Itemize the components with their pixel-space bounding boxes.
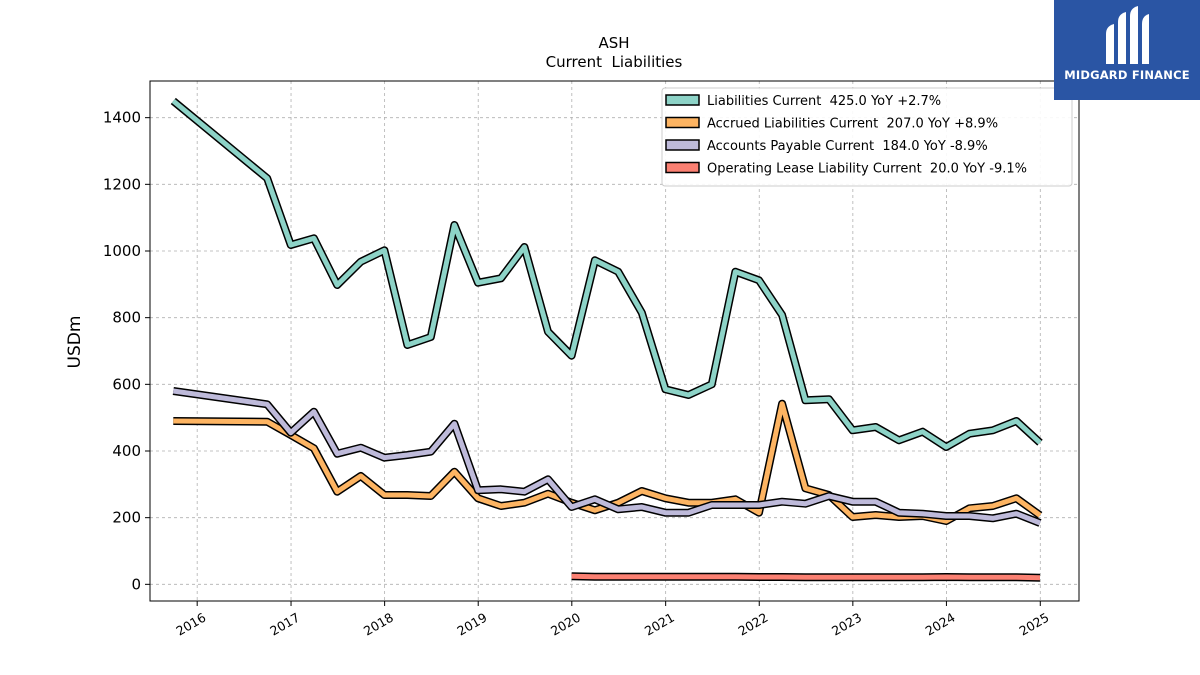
series-line — [571, 573, 1041, 581]
x-tick-label: 2020 — [548, 610, 583, 639]
legend-swatch — [665, 116, 700, 129]
series-3 — [172, 387, 1042, 527]
y-tick-label: 1000 — [103, 242, 141, 260]
legend-label: Operating Lease Liability Current 20.0 Y… — [707, 162, 1027, 177]
legend-box — [661, 87, 1073, 187]
y-tick-label: 600 — [112, 375, 141, 393]
y-tick-label: 1200 — [103, 175, 141, 193]
y-axis-label: USDm — [65, 316, 85, 369]
y-tick-label: 800 — [112, 309, 141, 327]
plot-frame — [149, 80, 1080, 602]
y-tick-label: 200 — [112, 509, 141, 527]
midgard-logo-icon — [1106, 6, 1149, 64]
series-line — [172, 388, 1041, 526]
y-axis: 0 200 400 600 800 1000 1200 1400 — [103, 109, 150, 593]
x-tick-label: 2024 — [923, 610, 958, 639]
x-tick-label: 2023 — [829, 610, 864, 639]
x-tick-label: 2025 — [1017, 610, 1052, 639]
series-4 — [571, 572, 1041, 582]
y-tick-label: 1400 — [103, 109, 141, 127]
y-tick-label: 0 — [131, 575, 141, 593]
brand-name: MIDGARD FINANCE — [1064, 68, 1190, 82]
y-tick-label: 400 — [112, 442, 141, 460]
legend-swatch — [665, 94, 700, 106]
series-line — [171, 99, 1042, 450]
chart-title: ASH — [598, 34, 629, 52]
legend-label: Accounts Payable Current 184.0 YoY -8.9% — [707, 139, 988, 154]
legend-label: Liabilities Current 425.0 YoY +2.7% — [707, 94, 941, 109]
x-tick-label: 2022 — [735, 610, 770, 639]
x-tick-label: 2021 — [642, 610, 677, 639]
x-tick-label: 2016 — [173, 610, 208, 639]
chart-subtitle: Current Liabilities — [546, 53, 683, 71]
legend: Liabilities Current 425.0 YoY +2.7% Accru… — [661, 87, 1073, 187]
x-tick-label: 2017 — [267, 610, 302, 639]
x-axis: 2016 2017 2018 2019 2020 2021 2022 2023 2024 2025 — [173, 601, 1052, 639]
legend-label: Accrued Liabilities Current 207.0 YoY +8… — [707, 117, 998, 132]
series-1 — [170, 97, 1043, 451]
legend-swatch — [665, 161, 700, 174]
brand-logo: MIDGARD FINANCE — [1054, 0, 1200, 100]
x-tick-label: 2019 — [454, 610, 489, 639]
x-tick-label: 2018 — [361, 610, 396, 639]
series-layer — [170, 97, 1043, 582]
legend-swatch — [665, 139, 700, 151]
